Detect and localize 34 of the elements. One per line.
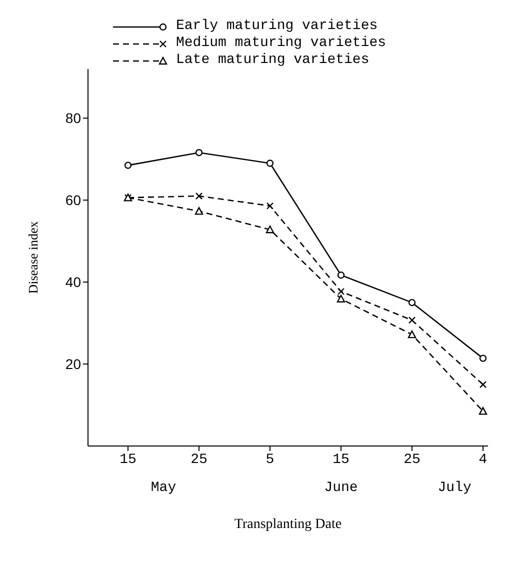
text: June: [323, 480, 359, 496]
point: [194, 207, 204, 215]
point: [478, 407, 488, 415]
point: [408, 316, 416, 324]
y-tick-label: 60: [65, 192, 82, 208]
legend-label: Early maturing varieties: [176, 18, 378, 35]
point: [479, 354, 487, 362]
x-tick-label: 25: [404, 452, 420, 468]
y-axis-title: Disease index: [26, 220, 41, 294]
point: [336, 294, 346, 302]
y-tick-label: 20: [65, 356, 82, 372]
text: May: [150, 480, 178, 496]
point: [337, 288, 345, 296]
point: [266, 160, 274, 167]
x-tick-label: 15: [120, 452, 136, 468]
point: [266, 226, 274, 234]
legend-label: Medium maturing varieties: [176, 35, 386, 52]
x-tick-label: 25: [190, 452, 208, 468]
y-tick-label: 40: [65, 274, 82, 290]
point: [408, 330, 416, 338]
x-axis-title: Transplanting Date: [234, 517, 342, 532]
point: [266, 202, 274, 210]
point: [408, 298, 416, 306]
point: [195, 192, 203, 200]
legend-label: Late maturing varieties: [176, 52, 370, 69]
x-tick-label: 5: [266, 452, 274, 468]
text: July: [436, 480, 472, 496]
point: [479, 380, 487, 388]
x-tick-label: 4: [478, 452, 488, 468]
point: [337, 272, 345, 279]
y-tick-label: 80: [65, 110, 82, 126]
x-tick-label: 15: [332, 452, 350, 468]
point: [195, 148, 203, 156]
point: [124, 162, 132, 169]
